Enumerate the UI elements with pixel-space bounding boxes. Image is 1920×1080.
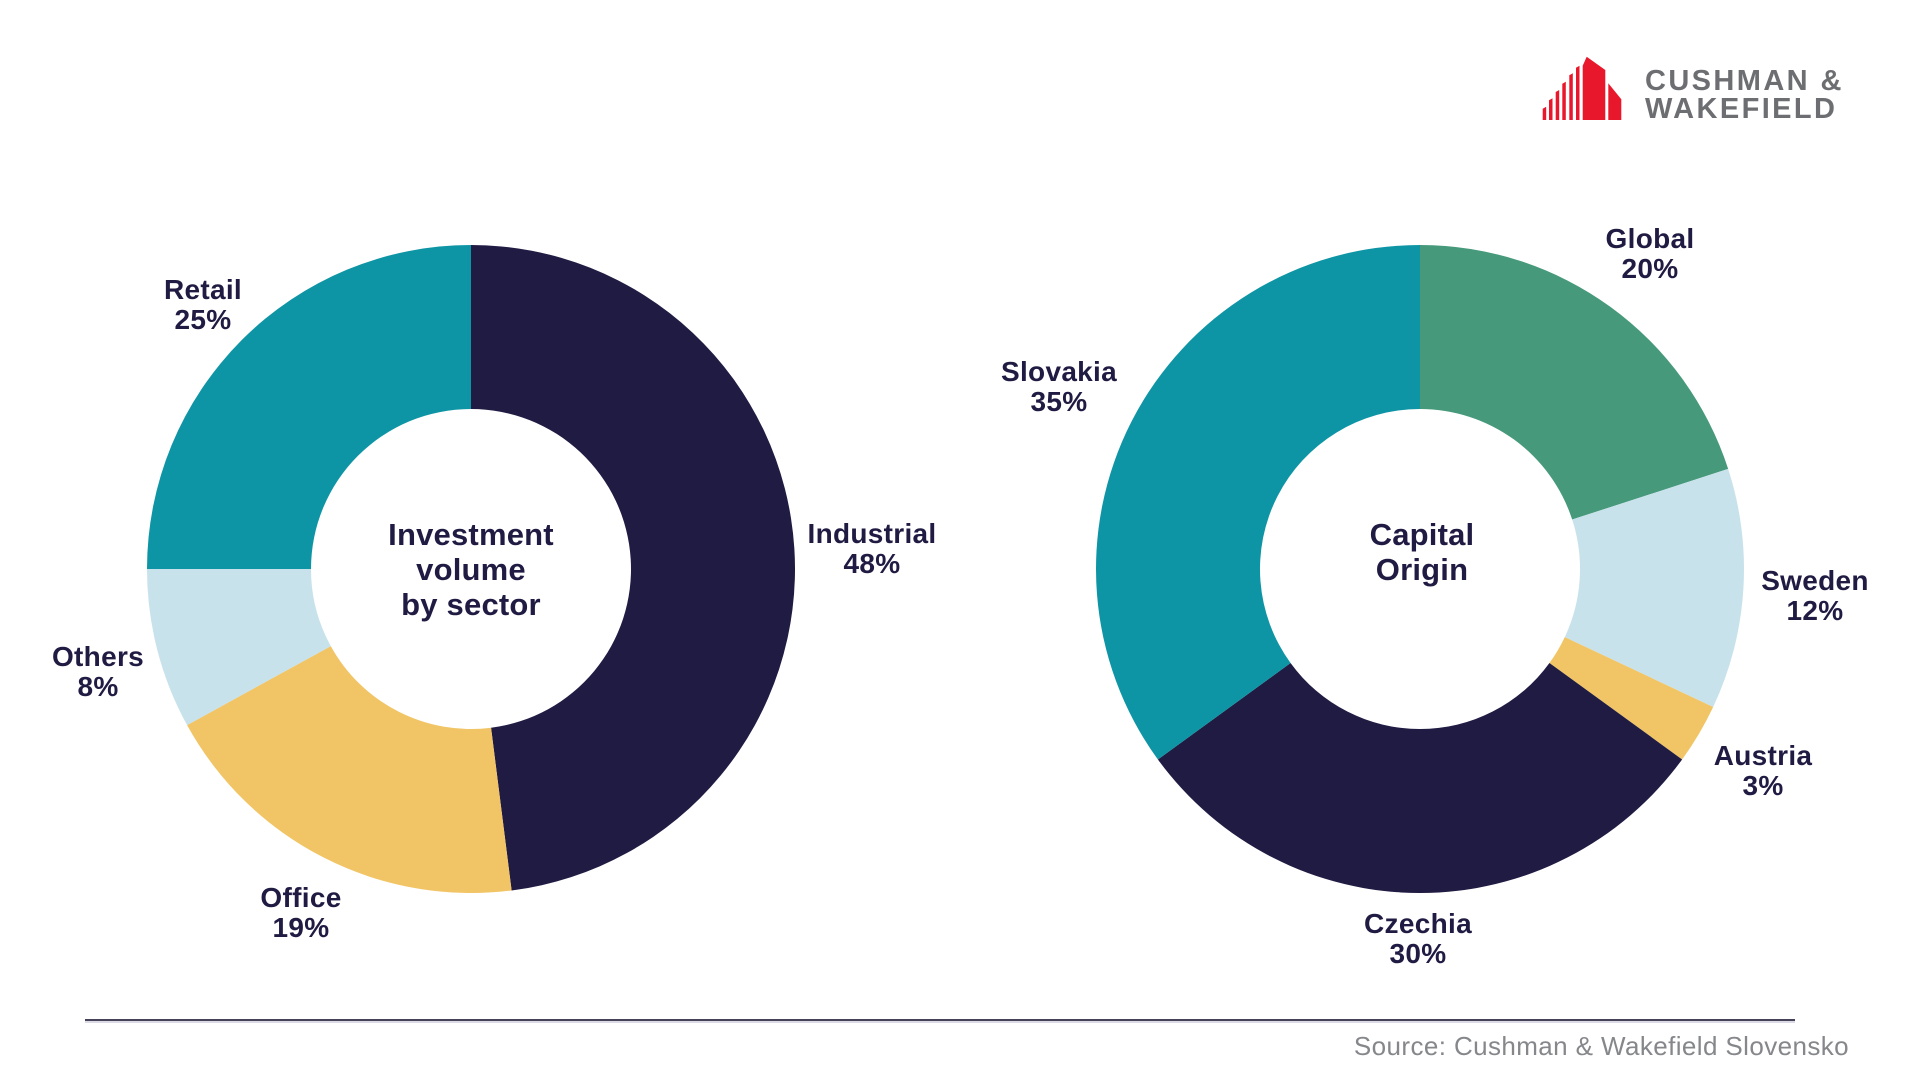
slice-label-austria: Austria 3% — [1633, 741, 1893, 801]
slice-label-retail: Retail 25% — [73, 275, 333, 335]
donut-chart-capital-origin — [1096, 245, 1744, 893]
donut-slice-global — [1420, 245, 1729, 520]
slice-label-global: Global 20% — [1520, 224, 1780, 284]
slice-label-name: Office — [260, 882, 342, 913]
footer-divider — [85, 1019, 1795, 1021]
slice-label-office: Office 19% — [171, 883, 431, 943]
slice-label-slovakia: Slovakia 35% — [929, 357, 1189, 417]
donut-slice-industrial — [471, 245, 795, 891]
slice-label-name: Austria — [1713, 740, 1813, 771]
donut-slice-austria — [1549, 637, 1714, 760]
donut-chart-investment-volume-by-sector — [147, 245, 795, 893]
donut-slice-slovakia — [1096, 245, 1420, 760]
chart-title-investment-volume-by-sector: Investment volume by sector — [388, 517, 554, 622]
slice-label-pct: 3% — [1742, 770, 1784, 801]
slice-label-industrial: Industrial 48% — [742, 519, 1002, 579]
wordmark-line-2: WAKEFIELD — [1645, 93, 1838, 125]
slice-label-name: Global — [1605, 223, 1695, 254]
slice-label-pct: 8% — [77, 671, 119, 702]
donut-slice-others — [147, 569, 331, 726]
slice-label-name: Slovakia — [1000, 356, 1118, 387]
slice-label-name: Industrial — [807, 518, 937, 549]
slice-label-name: Retail — [163, 274, 243, 305]
wordmark-line-1: CUSHMAN & — [1645, 65, 1844, 97]
cushman-wakefield-wordmark: CUSHMAN & WAKEFIELD — [1645, 65, 1844, 125]
donut-slice-office — [187, 646, 512, 893]
donut-slice-retail — [147, 245, 471, 569]
slice-label-pct: 35% — [1030, 386, 1088, 417]
slice-label-pct: 25% — [174, 304, 232, 335]
slice-label-czechia: Czechia 30% — [1288, 909, 1548, 969]
source-attribution: Source: Cushman & Wakefield Slovensko — [1353, 1031, 1849, 1061]
chart-title-capital-origin: Capital Origin — [1369, 517, 1475, 587]
slice-label-pct: 19% — [272, 912, 330, 943]
slice-label-name: Sweden — [1761, 565, 1869, 596]
slice-label-others: Others 8% — [0, 642, 228, 702]
slice-label-name: Czechia — [1364, 908, 1472, 939]
slice-label-pct: 48% — [843, 548, 901, 579]
donut-slice-sweden — [1564, 468, 1744, 707]
slice-label-sweden: Sweden 12% — [1685, 566, 1920, 626]
slice-label-pct: 20% — [1621, 253, 1679, 284]
donut-slice-czechia — [1157, 663, 1683, 893]
cushman-wakefield-building-icon — [1542, 56, 1622, 120]
slice-label-pct: 12% — [1786, 595, 1844, 626]
slice-label-pct: 30% — [1389, 938, 1447, 969]
slice-label-name: Others — [51, 641, 145, 672]
